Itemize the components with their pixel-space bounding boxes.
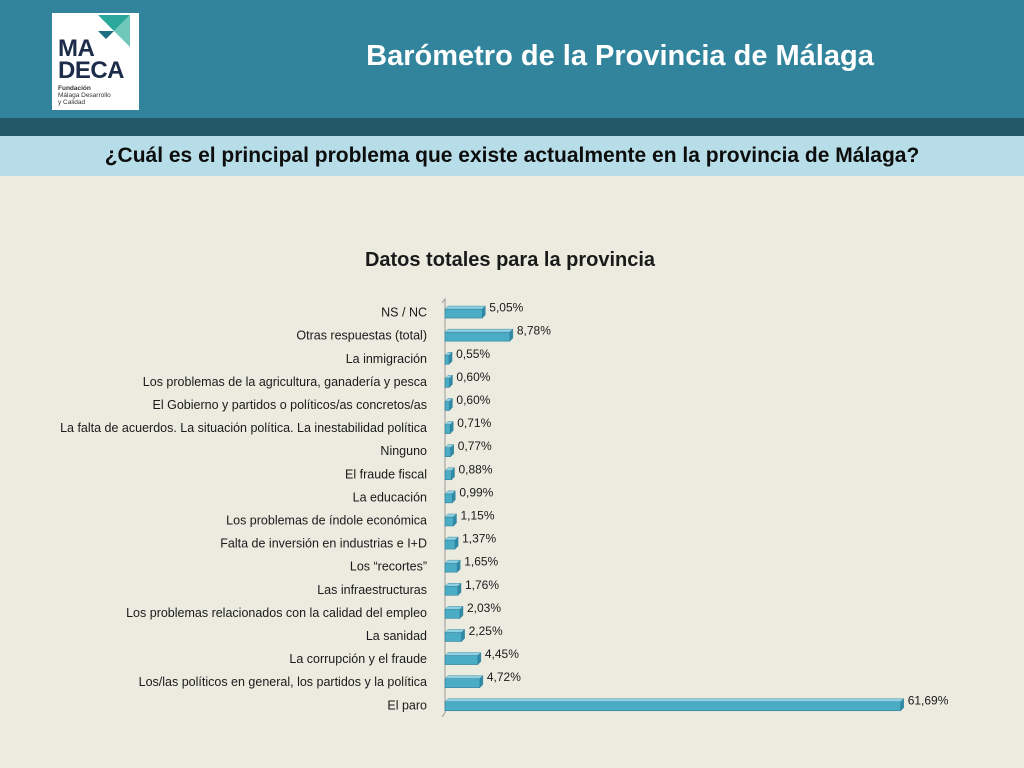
data-label: 0,60% bbox=[456, 393, 490, 407]
chart-axis bbox=[441, 297, 446, 718]
bar bbox=[444, 493, 453, 504]
bar-top bbox=[444, 652, 482, 656]
category-label: Los problemas de índole económica bbox=[226, 513, 427, 527]
bar-end bbox=[450, 421, 454, 435]
page-title: Barómetro de la Provincia de Málaga bbox=[366, 40, 874, 72]
logo-sub-bold: Fundación bbox=[58, 85, 91, 92]
bar bbox=[444, 655, 479, 665]
category-label: Falta de inversión en industrias e I+D bbox=[220, 537, 427, 551]
category-label: La falta de acuerdos. La situación polít… bbox=[60, 421, 427, 435]
data-label: 0,55% bbox=[456, 347, 490, 361]
bar-end bbox=[449, 374, 453, 388]
bar bbox=[444, 632, 462, 642]
data-label: 0,60% bbox=[456, 370, 490, 384]
data-label: 0,71% bbox=[457, 416, 491, 430]
bar-end bbox=[482, 305, 486, 319]
logo-line-2: DECA bbox=[58, 57, 125, 84]
question-band bbox=[0, 136, 1024, 176]
category-label: La educación bbox=[353, 490, 427, 504]
bar-top bbox=[444, 305, 486, 310]
bar bbox=[444, 539, 456, 550]
bar-end bbox=[449, 397, 453, 411]
bar bbox=[444, 470, 452, 481]
data-label: 1,76% bbox=[465, 578, 499, 592]
category-label: Ninguno bbox=[380, 444, 427, 458]
bar-end bbox=[454, 536, 459, 550]
bar-end bbox=[448, 351, 453, 365]
bar bbox=[444, 585, 459, 596]
bar-end bbox=[461, 628, 465, 642]
category-label: La sanidad bbox=[366, 629, 427, 643]
bar-end bbox=[477, 652, 482, 666]
category-label: El fraude fiscal bbox=[345, 467, 427, 481]
bar bbox=[444, 516, 454, 527]
logo-mark-icon bbox=[98, 15, 130, 47]
bar bbox=[444, 331, 511, 342]
bar bbox=[444, 308, 483, 319]
data-label: 0,88% bbox=[459, 462, 493, 476]
bar bbox=[444, 609, 461, 619]
category-label: Las infraestructuras bbox=[317, 583, 427, 597]
header-band bbox=[0, 0, 1024, 118]
bar bbox=[444, 562, 458, 573]
data-label: 5,05% bbox=[489, 301, 523, 315]
logo-sub-line-2: y Calidad bbox=[58, 99, 86, 106]
bar-end bbox=[450, 444, 454, 458]
bar-end bbox=[456, 559, 461, 573]
data-label: 4,45% bbox=[485, 647, 519, 661]
bar bbox=[444, 354, 450, 365]
category-label: La corrupción y el fraude bbox=[289, 652, 427, 666]
category-label: El Gobierno y partidos o políticos/as co… bbox=[153, 398, 427, 412]
bar bbox=[444, 401, 450, 411]
bar bbox=[444, 447, 451, 457]
category-label: El paro bbox=[387, 698, 427, 712]
logo-sub-line-1: Málaga Desarrollo bbox=[58, 92, 111, 99]
category-label: La inmigración bbox=[346, 352, 427, 366]
bar bbox=[444, 701, 902, 712]
data-label: 4,72% bbox=[487, 670, 521, 684]
data-label: 0,99% bbox=[459, 485, 493, 499]
madeca-logo: MA DECA Fundación Málaga Desarrollo y Ca… bbox=[52, 13, 139, 110]
category-label: Los/las políticos en general, los partid… bbox=[139, 675, 427, 689]
logo-line-1: MA bbox=[58, 35, 95, 62]
data-label: 0,77% bbox=[458, 439, 492, 453]
data-label: 1,37% bbox=[462, 532, 496, 546]
category-label: Los problemas relacionados con la calida… bbox=[126, 606, 427, 620]
bar-top bbox=[444, 698, 905, 702]
category-label: Los problemas de la agricultura, ganader… bbox=[143, 375, 427, 389]
bar-top bbox=[444, 328, 514, 333]
bar-top bbox=[444, 629, 466, 633]
bar bbox=[444, 378, 450, 388]
data-label: 8,78% bbox=[517, 324, 551, 338]
survey-question: ¿Cuál es el principal problema que exist… bbox=[104, 144, 920, 167]
category-label: Los “recortes” bbox=[350, 560, 427, 574]
chart-title: Datos totales para la provincia bbox=[365, 249, 656, 271]
header-stripe bbox=[0, 118, 1024, 136]
data-label: 61,69% bbox=[908, 693, 949, 707]
category-label: Otras respuestas (total) bbox=[296, 329, 427, 343]
bar-end bbox=[453, 513, 457, 527]
data-label: 1,15% bbox=[460, 508, 494, 522]
category-label: NS / NC bbox=[381, 306, 427, 320]
data-label: 2,25% bbox=[469, 624, 503, 638]
bar-top bbox=[444, 675, 484, 679]
bar bbox=[444, 678, 481, 688]
bar-end bbox=[509, 328, 514, 342]
bar-end bbox=[459, 605, 464, 619]
bar bbox=[444, 424, 451, 434]
bar-end bbox=[451, 467, 455, 481]
bar-end bbox=[479, 675, 484, 689]
data-label: 2,03% bbox=[467, 601, 501, 615]
bar-end bbox=[457, 582, 462, 596]
bar-end bbox=[900, 698, 904, 712]
data-label: 1,65% bbox=[464, 555, 498, 569]
bar-end bbox=[452, 490, 456, 504]
